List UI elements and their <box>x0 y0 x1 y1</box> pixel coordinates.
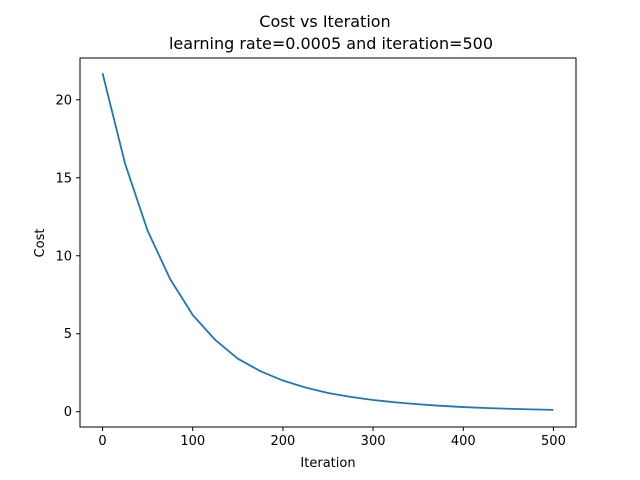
chart-title: Cost vs Iteration <box>259 12 390 31</box>
y-tick-label: 0 <box>64 405 72 420</box>
y-tick-label: 5 <box>64 327 72 342</box>
axes-layer: 0 100 200 300 400 500 0 5 10 15 20 <box>55 57 577 449</box>
series-layer <box>101 73 554 411</box>
y-tick-label: 20 <box>55 93 72 108</box>
x-tick-label: 400 <box>451 434 476 449</box>
y-axis-label: Cost <box>33 229 48 258</box>
x-tick-label: 300 <box>361 434 386 449</box>
x-axis-label: Iteration <box>300 456 355 471</box>
x-tick-label: 0 <box>98 434 106 449</box>
y-tick-label: 10 <box>55 249 72 264</box>
chart-subtitle: learning rate=0.0005 and iteration=500 <box>169 34 493 53</box>
y-tick-label: 15 <box>55 171 72 186</box>
x-tick-label: 100 <box>180 434 205 449</box>
x-tick-label: 500 <box>541 434 566 449</box>
x-tick-label: 200 <box>270 434 295 449</box>
series-line-0 <box>101 73 554 411</box>
plot-frame <box>79 57 577 428</box>
